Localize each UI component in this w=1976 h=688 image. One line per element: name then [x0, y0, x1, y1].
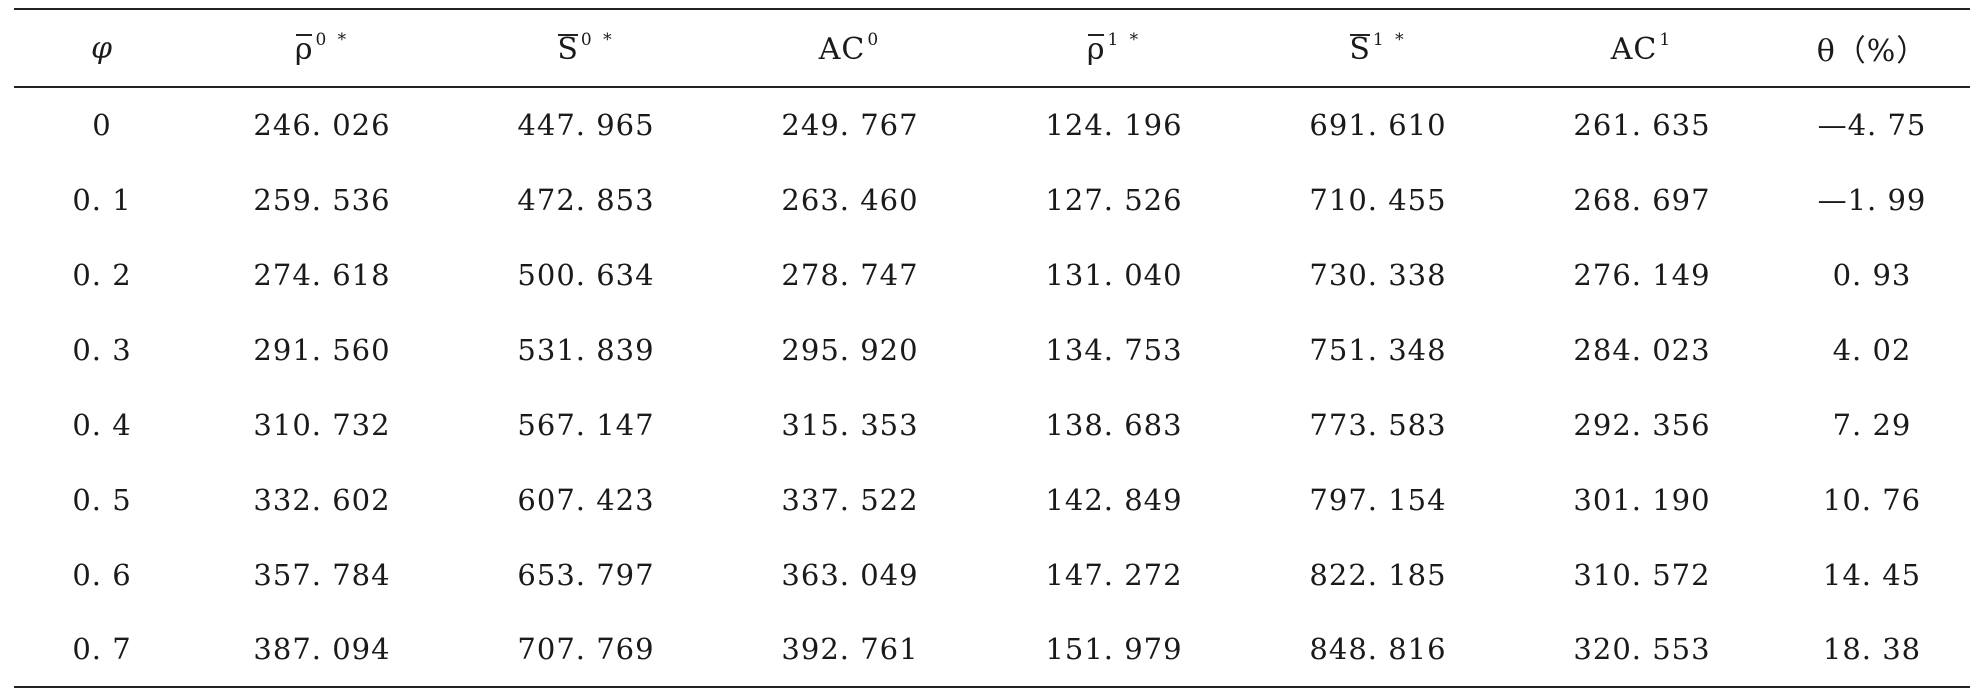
s0-superscript: 0 * — [580, 29, 615, 50]
table-cell: 653. 797 — [517, 557, 655, 592]
table-cell: 0. 6 — [72, 557, 132, 592]
rho0-symbol: ρ — [294, 31, 314, 67]
table-row: 0. 1 259. 536 472. 853 263. 460 127. 526 710.… — [14, 162, 1970, 237]
table-cell: 7. 29 — [1832, 407, 1912, 442]
table-cell: 142. 849 — [1045, 482, 1183, 517]
table-cell: 310. 732 — [253, 407, 391, 442]
table-cell: 301. 190 — [1573, 482, 1711, 517]
table-cell: 730. 338 — [1309, 257, 1447, 292]
table-cell: 0. 93 — [1832, 257, 1912, 292]
table-cell: 246. 026 — [253, 108, 391, 142]
table-cell: 707. 769 — [517, 632, 655, 666]
table-cell: 500. 634 — [517, 257, 655, 292]
rho1-superscript: 1 * — [1107, 29, 1142, 50]
column-header-phi: φ — [90, 30, 113, 66]
ac0-symbol: AC — [818, 31, 866, 67]
table-cell: 0. 3 — [72, 332, 132, 367]
table-cell: 263. 460 — [781, 182, 919, 217]
table-cell: 357. 784 — [253, 557, 391, 592]
table-body: 0 246. 026 447. 965 249. 767 124. 196 691. 61… — [14, 87, 1970, 687]
table-cell: 363. 049 — [781, 557, 919, 592]
table-cell: 291. 560 — [253, 332, 391, 367]
table-row: 0 246. 026 447. 965 249. 767 124. 196 691. 61… — [14, 87, 1970, 162]
column-header-ac0: AC 0 — [718, 9, 982, 87]
table-cell: 147. 272 — [1045, 557, 1183, 592]
table-cell: 0 — [92, 108, 112, 142]
table-cell: 0. 7 — [72, 632, 132, 666]
table-row: 0. 6 357. 784 653. 797 363. 049 147. 272 822.… — [14, 537, 1970, 612]
table-cell: 131. 040 — [1045, 257, 1183, 292]
table-cell: 274. 618 — [253, 257, 391, 292]
table-cell: 822. 185 — [1309, 557, 1447, 592]
table-cell: 4. 02 — [1832, 332, 1912, 367]
table-cell: 531. 839 — [517, 332, 655, 367]
table-cell: 751. 348 — [1309, 332, 1447, 367]
table-cell: 332. 602 — [253, 482, 391, 517]
table-cell: 268. 697 — [1573, 182, 1711, 217]
rho1-symbol: ρ — [1086, 31, 1106, 67]
s0-symbol: S — [557, 31, 579, 67]
table-cell: 0. 1 — [72, 182, 132, 217]
table-row: 0. 7 387. 094 707. 769 392. 761 151. 979 848.… — [14, 612, 1970, 687]
table-cell: 387. 094 — [253, 632, 391, 666]
column-header-ac1: AC 1 — [1510, 9, 1774, 87]
table-cell: 134. 753 — [1045, 332, 1183, 367]
table-cell: 0. 4 — [72, 407, 132, 442]
table-cell: —1. 99 — [1817, 182, 1927, 217]
s1-symbol: S — [1349, 31, 1371, 67]
table-row: 0. 5 332. 602 607. 423 337. 522 142. 849 797.… — [14, 462, 1970, 537]
table-cell: 607. 423 — [517, 482, 655, 517]
table-cell: 151. 979 — [1045, 632, 1183, 666]
table-cell: 292. 356 — [1573, 407, 1711, 442]
table-cell: 337. 522 — [781, 482, 919, 517]
table-cell: 259. 536 — [253, 182, 391, 217]
ac0-superscript: 0 — [867, 29, 882, 50]
table-cell: 797. 154 — [1309, 482, 1447, 517]
table-row: 0. 3 291. 560 531. 839 295. 920 134. 753 751.… — [14, 312, 1970, 387]
table-cell: 392. 761 — [781, 632, 919, 666]
table-cell: 276. 149 — [1573, 257, 1711, 292]
s1-superscript: 1 * — [1372, 29, 1407, 50]
table-cell: 127. 526 — [1045, 182, 1183, 217]
table-cell: 295. 920 — [781, 332, 919, 367]
table-cell: 18. 38 — [1822, 632, 1922, 666]
table-cell: 447. 965 — [517, 108, 655, 142]
table-cell: 567. 147 — [517, 407, 655, 442]
table-cell: 848. 816 — [1309, 632, 1447, 666]
table-cell: 691. 610 — [1309, 108, 1447, 142]
table-cell: 249. 767 — [781, 108, 919, 142]
column-header-theta: θ（%） — [1816, 34, 1928, 69]
rho0-superscript: 0 * — [315, 29, 350, 50]
table-cell: 773. 583 — [1309, 407, 1447, 442]
table-cell: 472. 853 — [517, 182, 655, 217]
table-cell: —4. 75 — [1817, 108, 1927, 142]
table-cell: 0. 5 — [72, 482, 132, 517]
table-cell: 315. 353 — [781, 407, 919, 442]
ac1-symbol: AC — [1610, 31, 1658, 67]
table-cell: 278. 747 — [781, 257, 919, 292]
table-cell: 284. 023 — [1573, 332, 1711, 367]
table-cell: 320. 553 — [1573, 632, 1711, 666]
table-cell: 710. 455 — [1309, 182, 1447, 217]
table-cell: 261. 635 — [1573, 108, 1711, 142]
table-cell: 10. 76 — [1822, 482, 1922, 517]
table-cell: 310. 572 — [1573, 557, 1711, 592]
table-cell: 124. 196 — [1045, 108, 1183, 142]
table-row: 0. 4 310. 732 567. 147 315. 353 138. 683 773.… — [14, 387, 1970, 462]
table-cell: 0. 2 — [72, 257, 132, 292]
ac1-superscript: 1 — [1659, 29, 1674, 50]
table-row: 0. 2 274. 618 500. 634 278. 747 131. 040 730.… — [14, 237, 1970, 312]
table-cell: 14. 45 — [1822, 557, 1922, 592]
table-cell: 138. 683 — [1045, 407, 1183, 442]
